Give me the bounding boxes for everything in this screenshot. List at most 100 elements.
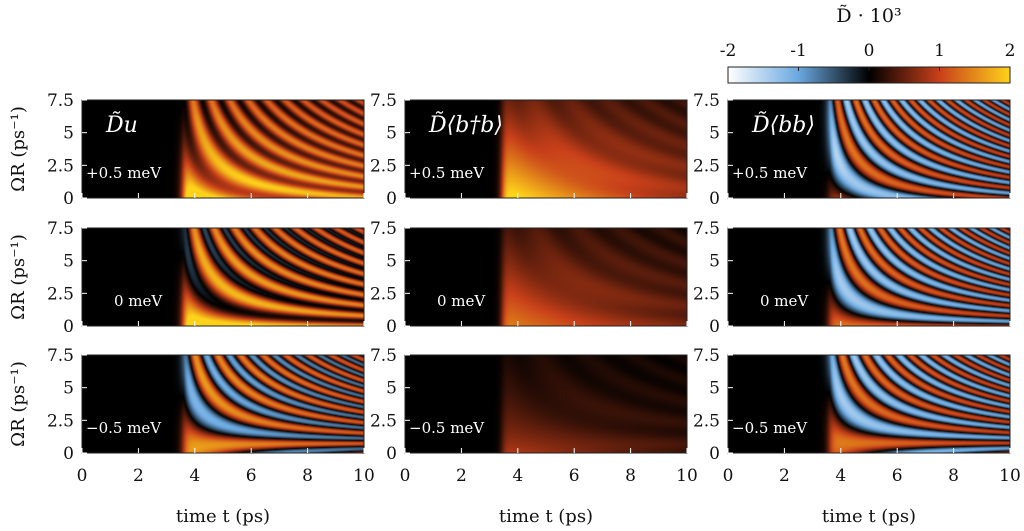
panel-frame xyxy=(81,99,365,199)
y-tick-label: 7.5 xyxy=(47,91,74,111)
y-axis-label: ΩR (ps⁻¹) xyxy=(8,106,29,192)
y-tick-label: 2.5 xyxy=(47,411,74,431)
y-tick-label: 0 xyxy=(63,189,74,209)
y-tick-label: 5 xyxy=(386,252,397,272)
x-tick-label: 4 xyxy=(512,466,523,486)
y-tick-label: 7.5 xyxy=(693,346,720,366)
y-tick-label: 0 xyxy=(63,317,74,337)
panel-frame xyxy=(404,99,688,199)
detuning-label: −0.5 meV xyxy=(409,419,485,437)
x-tick-label: 10 xyxy=(353,466,375,486)
y-tick-label: 2.5 xyxy=(370,284,397,304)
panel-frame xyxy=(81,227,365,327)
detuning-label: −0.5 meV xyxy=(86,419,162,437)
heatmap-panel-bb-row1 xyxy=(727,227,1011,327)
y-tick-label: 0 xyxy=(709,189,720,209)
panel-title: D̃⟨bb⟩ xyxy=(751,112,815,138)
heatmap-image xyxy=(728,100,1010,198)
x-tick-label: 0 xyxy=(723,466,734,486)
y-tick-label: 7.5 xyxy=(370,91,397,111)
panel-frame xyxy=(727,227,1011,327)
colorbar-title: D̃ · 10³ xyxy=(836,5,901,27)
y-tick-label: 7.5 xyxy=(370,219,397,239)
detuning-label: +0.5 meV xyxy=(409,164,485,182)
x-tick-label: 8 xyxy=(948,466,959,486)
x-tick-label: 2 xyxy=(456,466,467,486)
heatmap-image xyxy=(405,100,687,198)
heatmap-panel-bb-row0 xyxy=(727,99,1011,199)
y-tick-label: 0 xyxy=(386,189,397,209)
y-tick-label: 0 xyxy=(386,317,397,337)
panel-frame xyxy=(81,354,365,454)
y-tick-label: 2.5 xyxy=(693,411,720,431)
y-tick-label: 5 xyxy=(386,124,397,144)
x-tick-label: 6 xyxy=(246,466,257,486)
heatmap-panel-bb-row2 xyxy=(727,354,1011,454)
heatmap-panel-bdb-row0 xyxy=(404,99,688,199)
y-tick-label: 2.5 xyxy=(370,411,397,431)
y-axis-label: ΩR (ps⁻¹) xyxy=(8,234,29,320)
heatmap-image xyxy=(728,355,1010,453)
y-tick-label: 0 xyxy=(63,444,74,464)
y-tick-label: 7.5 xyxy=(47,346,74,366)
x-tick-label: 2 xyxy=(779,466,790,486)
y-tick-label: 0 xyxy=(386,444,397,464)
heatmap-panel-u-row1 xyxy=(81,227,365,327)
y-tick-label: 7.5 xyxy=(693,91,720,111)
detuning-label: −0.5 meV xyxy=(732,419,808,437)
x-tick-label: 8 xyxy=(302,466,313,486)
y-tick-label: 5 xyxy=(63,379,74,399)
y-tick-label: 5 xyxy=(63,252,74,272)
panel-title: D̃u xyxy=(105,112,138,138)
panel-title: D̃⟨b†b⟩ xyxy=(428,112,503,138)
colorbar-tick-label: 1 xyxy=(934,41,945,61)
heatmap-panel-bdb-row1 xyxy=(404,227,688,327)
heatmap-image xyxy=(82,100,364,198)
x-tick-label: 8 xyxy=(625,466,636,486)
y-tick-label: 0 xyxy=(709,317,720,337)
panel-frame xyxy=(404,227,688,327)
x-tick-label: 4 xyxy=(189,466,200,486)
x-axis-label: time t (ps) xyxy=(499,506,593,527)
x-axis-label: time t (ps) xyxy=(822,506,916,527)
y-tick-label: 2.5 xyxy=(693,284,720,304)
heatmap-image xyxy=(728,228,1010,326)
y-tick-label: 2.5 xyxy=(370,156,397,176)
panel-frame xyxy=(727,99,1011,199)
heatmap-panel-u-row0 xyxy=(81,99,365,199)
y-tick-label: 5 xyxy=(709,124,720,144)
heatmap-image xyxy=(405,228,687,326)
x-tick-label: 10 xyxy=(676,466,698,486)
detuning-label: +0.5 meV xyxy=(86,164,162,182)
y-tick-label: 0 xyxy=(709,444,720,464)
colorbar-tick-label: -2 xyxy=(720,41,737,61)
y-tick-label: 7.5 xyxy=(47,219,74,239)
x-tick-label: 6 xyxy=(892,466,903,486)
detuning-label: 0 meV xyxy=(760,292,809,310)
heatmap-image xyxy=(405,355,687,453)
colorbar-tick-label: -1 xyxy=(790,41,807,61)
heatmap-panel-u-row2 xyxy=(81,354,365,454)
detuning-label: 0 meV xyxy=(437,292,486,310)
x-tick-label: 0 xyxy=(400,466,411,486)
colorbar-tick-label: 0 xyxy=(864,41,875,61)
y-tick-label: 5 xyxy=(386,379,397,399)
x-tick-label: 6 xyxy=(569,466,580,486)
heatmap-panel-bdb-row2 xyxy=(404,354,688,454)
y-tick-label: 2.5 xyxy=(47,156,74,176)
x-tick-label: 10 xyxy=(999,466,1021,486)
x-tick-label: 0 xyxy=(77,466,88,486)
x-tick-label: 4 xyxy=(835,466,846,486)
heatmap-image xyxy=(82,228,364,326)
y-tick-label: 5 xyxy=(709,252,720,272)
detuning-label: 0 meV xyxy=(114,292,163,310)
y-axis-label: ΩR (ps⁻¹) xyxy=(8,361,29,447)
y-tick-label: 2.5 xyxy=(47,284,74,304)
colorbar-tick-label: 2 xyxy=(1005,41,1016,61)
heatmap-image xyxy=(82,355,364,453)
panel-frame xyxy=(404,354,688,454)
x-tick-label: 2 xyxy=(133,466,144,486)
detuning-label: +0.5 meV xyxy=(732,164,808,182)
y-tick-label: 2.5 xyxy=(693,156,720,176)
